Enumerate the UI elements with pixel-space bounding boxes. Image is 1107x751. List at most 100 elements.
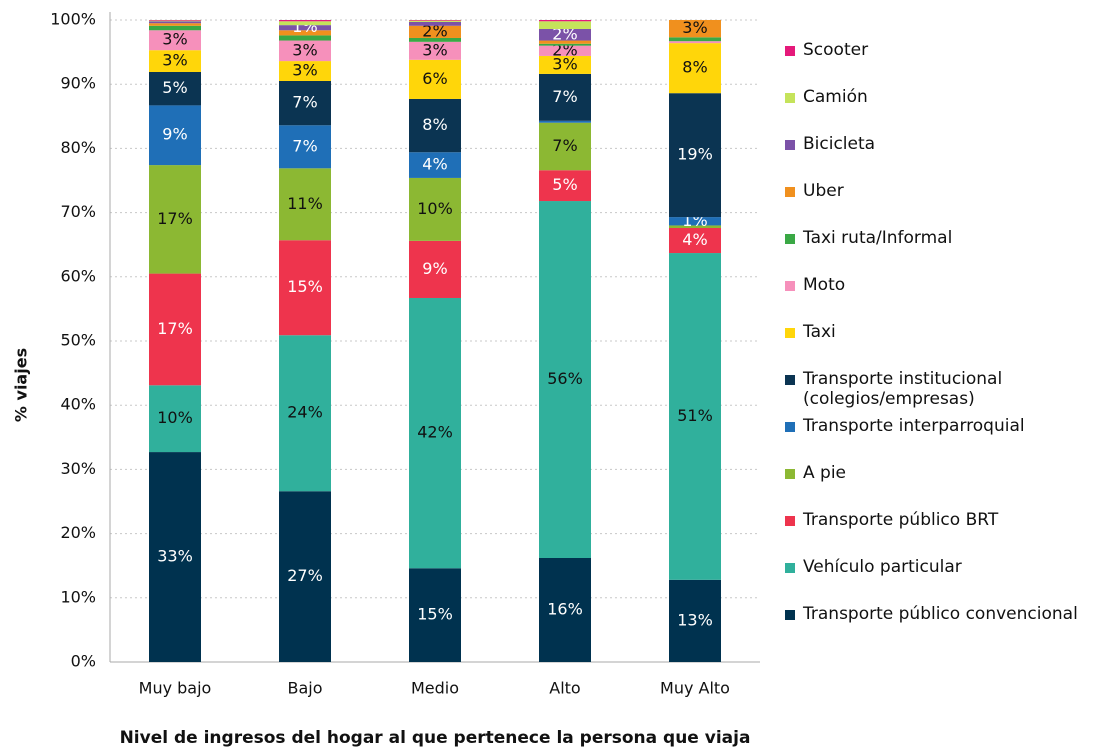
data-label: 19%: [677, 145, 713, 164]
bar-segment: [409, 98, 461, 153]
bar-segment: [149, 21, 201, 24]
bar-segment: [149, 105, 201, 166]
bar-segment: [279, 80, 331, 126]
x-tick-label: Muy bajo: [139, 679, 212, 698]
y-tick-label: 0%: [71, 652, 96, 671]
data-label: 10%: [157, 408, 193, 427]
data-label: 3%: [292, 61, 317, 80]
bar-segment: [409, 41, 461, 60]
legend-item: Bicicleta: [785, 134, 875, 154]
legend-item: Transporte institucional (colegios/empre…: [785, 369, 1002, 409]
legend-label: Bicicleta: [803, 134, 876, 154]
data-label: 17%: [157, 319, 193, 338]
data-label: 51%: [677, 406, 713, 425]
bar-segment: [409, 297, 461, 569]
legend-item: Uber: [785, 181, 844, 201]
bar-segment: [669, 41, 721, 44]
bar-segment: [409, 240, 461, 298]
legend-swatch: [785, 328, 795, 338]
y-tick-label: 90%: [60, 74, 96, 93]
legend-item: Vehículo particular: [785, 557, 962, 577]
bar-segment: [669, 217, 721, 226]
legend-swatch: [785, 140, 795, 150]
data-label: 5%: [162, 78, 187, 97]
data-label: 2%: [422, 21, 447, 40]
bar-segment: [409, 21, 461, 26]
bar-segment: [539, 122, 591, 171]
bar-segment: [149, 72, 201, 106]
y-tick-label: 70%: [60, 202, 96, 221]
bar-segment: [279, 25, 331, 31]
legend-swatch: [785, 563, 795, 573]
legend-swatch: [785, 469, 795, 479]
legend-label: Taxi ruta/Informal: [803, 228, 953, 248]
y-axis-title: % viajes: [12, 348, 31, 422]
data-label: 4%: [682, 230, 707, 249]
y-tick-label: 20%: [60, 523, 96, 542]
data-label: 7%: [292, 93, 317, 112]
bar-segment: [279, 125, 331, 169]
legend-label: Transporte público convencional: [803, 604, 1078, 624]
y-tick-label: 50%: [60, 331, 96, 350]
bar-segment: [149, 25, 201, 31]
bar-segment: [149, 273, 201, 386]
bar-segment: [279, 168, 331, 241]
data-label: 3%: [552, 54, 577, 73]
bar-segment: [409, 25, 461, 38]
bar-segment: [539, 557, 591, 662]
bar-segment: [539, 43, 591, 46]
bar-segment: [149, 20, 201, 22]
legend-swatch: [785, 234, 795, 244]
bar-segment: [279, 35, 331, 41]
bar-segment: [539, 170, 591, 202]
legend-label: Transporte interparroquial: [803, 416, 1025, 436]
legend-label: Moto: [803, 275, 846, 295]
data-label: 4%: [422, 155, 447, 174]
bar-segment: [669, 253, 721, 580]
bar-segment: [409, 152, 461, 178]
data-label: 3%: [162, 30, 187, 49]
bar-segment: [149, 165, 201, 274]
bar-segment: [409, 20, 461, 22]
bar-segment: [539, 73, 591, 121]
bar-segment: [539, 55, 591, 74]
data-label: 9%: [422, 259, 447, 278]
data-label: 27%: [287, 566, 323, 585]
bar-segment: [279, 240, 331, 336]
bar-segment: [539, 120, 591, 123]
data-label: 24%: [287, 403, 323, 422]
bar-segment: [149, 23, 201, 26]
bar-segment: [409, 37, 461, 42]
legend-item: Camión: [785, 87, 868, 107]
data-label: 7%: [552, 87, 577, 106]
y-tick-label: 100%: [50, 10, 96, 29]
bar-segment: [669, 43, 721, 94]
bar-segment: [409, 177, 461, 241]
y-tick-label: 60%: [60, 266, 96, 285]
data-label: 17%: [157, 209, 193, 228]
bar-segment: [409, 59, 461, 99]
bar-segment: [409, 568, 461, 662]
bar-segment: [539, 45, 591, 56]
legend-item: Scooter: [785, 40, 868, 60]
legend-swatch: [785, 422, 795, 432]
bar-segment: [279, 61, 331, 81]
bar-segment: [149, 452, 201, 662]
data-label: 3%: [162, 51, 187, 70]
bar-segment: [539, 20, 591, 22]
legend-item: Taxi: [785, 322, 836, 342]
legend-swatch: [785, 610, 795, 620]
bar-segment: [669, 225, 721, 229]
bar-segment: [539, 28, 591, 41]
y-tick-label: 40%: [60, 395, 96, 414]
data-label: 15%: [417, 605, 453, 624]
bar-segment: [149, 20, 201, 21]
x-tick-label: Medio: [411, 679, 459, 698]
legend-item: Transporte público BRT: [785, 510, 998, 530]
legend-item: Transporte público convencional: [785, 604, 1078, 624]
legend-swatch: [785, 93, 795, 103]
data-label: 15%: [287, 277, 323, 296]
data-label: 33%: [157, 547, 193, 566]
legend-item: A pie: [785, 463, 846, 483]
